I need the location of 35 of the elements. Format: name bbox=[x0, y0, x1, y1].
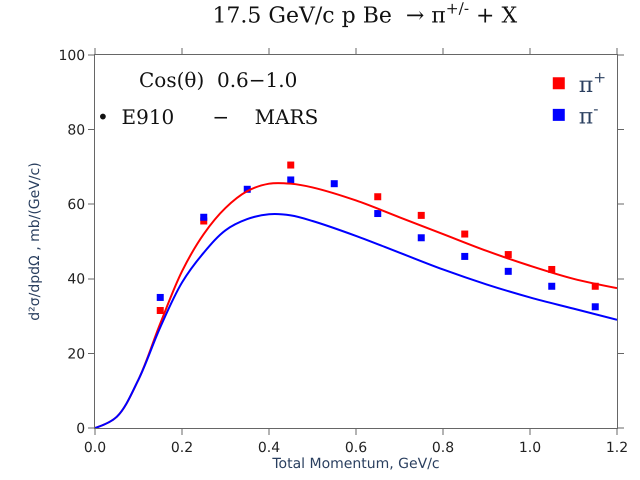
point bbox=[287, 162, 294, 169]
x-tick-label: 1.0 bbox=[518, 440, 542, 456]
point bbox=[200, 214, 208, 221]
y-tick-label: 60 bbox=[67, 197, 86, 214]
x-axis-title: Total Momentum, GeV/c bbox=[271, 456, 440, 472]
point bbox=[418, 212, 425, 219]
annotation: • E910 − MARS bbox=[97, 105, 318, 129]
x-tick-label: 0.2 bbox=[170, 440, 194, 456]
point bbox=[548, 282, 556, 290]
x-tick-label: 0.0 bbox=[84, 440, 106, 456]
y-tick-label: 80 bbox=[67, 122, 86, 138]
point bbox=[156, 294, 164, 301]
y-tick-label: 100 bbox=[58, 48, 86, 64]
y-axis-title: d²σ/dpdΩ , mb/(GeV/c) bbox=[27, 162, 44, 321]
x-tick-label: 0.4 bbox=[258, 440, 280, 456]
x-tick-label: 1.2 bbox=[606, 440, 628, 456]
point bbox=[504, 251, 512, 258]
point bbox=[418, 234, 425, 242]
y-tick-label: 0 bbox=[76, 420, 86, 437]
point bbox=[374, 210, 382, 218]
point bbox=[504, 268, 512, 275]
point bbox=[330, 180, 338, 188]
x-tick-label: 0.8 bbox=[432, 440, 454, 456]
point bbox=[461, 252, 468, 260]
annotation: Cos(θ) 0.6−1.0 bbox=[139, 68, 298, 92]
y-tick-label: 20 bbox=[67, 346, 86, 362]
point bbox=[461, 230, 468, 238]
point bbox=[592, 303, 599, 310]
point bbox=[156, 307, 164, 314]
x-tick-label: 0.6 bbox=[344, 440, 368, 456]
legend-label: π$^{-}$ bbox=[578, 100, 598, 130]
legend-label: π$^{+}$ bbox=[578, 68, 606, 98]
point bbox=[374, 193, 382, 200]
chart-title: 17.5 GeV/c p Be → π$^{+/-}$ + X bbox=[212, 0, 518, 29]
y-tick-label: 40 bbox=[67, 272, 86, 288]
